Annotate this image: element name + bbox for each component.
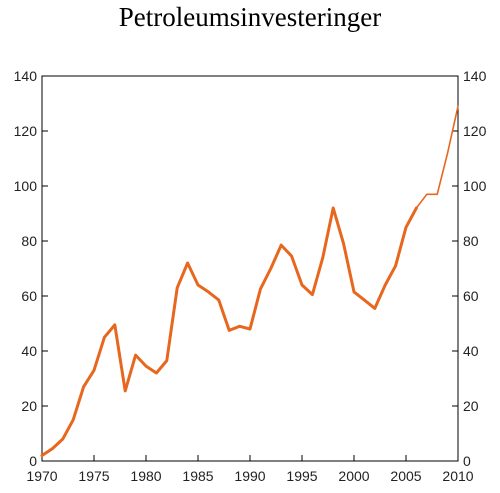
y-tick-label-left: 60 bbox=[21, 288, 37, 304]
y-tick-label-right: 80 bbox=[463, 233, 479, 249]
x-tick-label: 2010 bbox=[442, 468, 473, 484]
y-tick-label-right: 120 bbox=[463, 123, 487, 139]
series-line-2 bbox=[415, 105, 459, 209]
series-line-1 bbox=[40, 206, 418, 457]
x-tick-label: 2000 bbox=[338, 468, 369, 484]
y-tick-label-left: 40 bbox=[21, 343, 37, 359]
y-tick-label-left: 0 bbox=[29, 453, 37, 469]
x-tick-label: 1980 bbox=[130, 468, 161, 484]
y-tick-label-right: 140 bbox=[463, 68, 487, 84]
y-tick-label-left: 140 bbox=[14, 68, 38, 84]
y-tick-label-left: 120 bbox=[14, 123, 38, 139]
y-tick-label-left: 20 bbox=[21, 398, 37, 414]
y-tick-label-right: 60 bbox=[463, 288, 479, 304]
x-tick-label: 1990 bbox=[234, 468, 265, 484]
y-tick-label-right: 100 bbox=[463, 178, 487, 194]
x-tick-label: 2005 bbox=[390, 468, 421, 484]
chart-title: Petroleumsinvesteringer bbox=[118, 2, 382, 32]
y-tick-label-left: 80 bbox=[21, 233, 37, 249]
y-tick-label-right: 40 bbox=[463, 343, 479, 359]
x-tick-label: 1995 bbox=[286, 468, 317, 484]
y-tick-label-right: 0 bbox=[463, 453, 471, 469]
x-tick-label: 1985 bbox=[182, 468, 213, 484]
x-tick-label: 1970 bbox=[26, 468, 57, 484]
y-tick-label-left: 100 bbox=[14, 178, 38, 194]
y-tick-label-right: 20 bbox=[463, 398, 479, 414]
x-tick-label: 1975 bbox=[78, 468, 109, 484]
